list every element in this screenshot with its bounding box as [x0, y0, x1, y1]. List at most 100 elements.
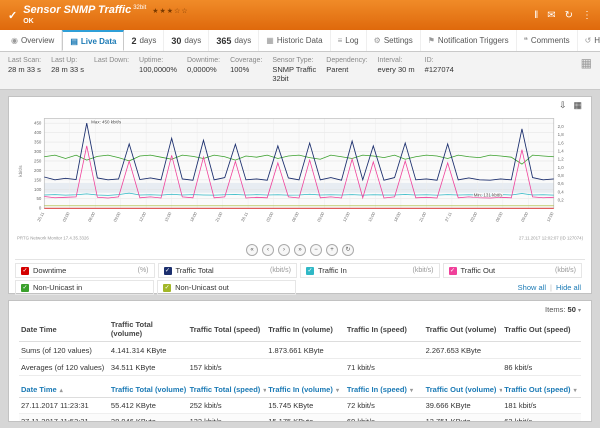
tab-comments[interactable]: ❝ Comments [517, 30, 578, 51]
tab-historic-data[interactable]: ▦ Historic Data [259, 30, 331, 51]
legend-item-non-unicast-in[interactable]: ✓ Non-Unicast in [15, 280, 155, 295]
traffic-chart[interactable]: 0 50 100 150 200 250 300 350 400 450 0,2 0,4 0,6 0,8 1… [15, 111, 585, 243]
tab-30-days[interactable]: 30 days [164, 30, 210, 51]
summary-row-1: Averages (of 120 values) 34.511 KByte 157 … [19, 358, 581, 376]
svg-text:27.11: 27.11 [444, 211, 453, 223]
tab-history[interactable]: ↺History [578, 30, 600, 51]
tab-live-data[interactable]: ▤ Live Data [62, 30, 125, 51]
pager-last-button[interactable]: » [294, 244, 306, 256]
pager-first-button[interactable]: « [246, 244, 258, 256]
detail-col-header-0[interactable]: Date Time ▴ [19, 382, 109, 398]
svg-text:350: 350 [34, 140, 42, 145]
legend-item-downtime[interactable]: ✓ Downtime (%) [15, 263, 155, 278]
legend-item-traffic-total[interactable]: ✓ Traffic Total (kbit/s) [157, 263, 297, 278]
legend-checkbox-traffic-in[interactable]: ✓ [306, 266, 314, 275]
sort-caret-icon: ▴ [59, 388, 63, 394]
items-label: Items: [545, 305, 566, 314]
svg-text:27.11.2017 12:02:07 (ID 127074: 27.11.2017 12:02:07 (ID 127074) [519, 235, 584, 240]
svg-text:03:00: 03:00 [265, 211, 275, 223]
table-cell: 55.412 KByte [108, 397, 188, 414]
svg-text:09:00: 09:00 [316, 211, 326, 223]
tab-label: History [594, 36, 600, 45]
refresh-icon[interactable]: ↻ [564, 9, 573, 21]
summary-header-row: Date Time Traffic Total (volume) Traffic T… [19, 317, 581, 342]
chart-legend: ✓ Downtime (%) ✓ Traffic Total (kbit/s) ✓ Traff… [15, 259, 585, 295]
svg-text:1,2: 1,2 [558, 157, 565, 162]
svg-text:2,0: 2,0 [558, 124, 565, 129]
detail-col-header-1[interactable]: Traffic Total (volume) ▾ [108, 382, 188, 398]
grid-icon[interactable]: ▦ [580, 56, 592, 70]
svg-text:12:00: 12:00 [138, 211, 148, 223]
legend-checkbox-traffic-out[interactable]: ✓ [448, 266, 457, 275]
chart-settings-icon[interactable]: ▦ [573, 100, 582, 110]
header-bar: ✓ Sensor SNMP Traffic 32bit ★★★☆☆ OK ‖ ✉ ↻… [0, 0, 600, 30]
more-icon[interactable]: ⋮ [582, 9, 592, 21]
detail-col-header-4[interactable]: Traffic In (speed) ▾ [344, 382, 424, 398]
tab-bar: ◉ Overview ▤ Live Data 2 days 30 days 365 days ▦ Hi… [0, 30, 600, 52]
tab-2-days[interactable]: 2 days [124, 30, 165, 51]
table-row: 27.11.2017 11:23:31 55.412 KByte 252 kbit/… [19, 397, 581, 414]
summary-col-header: Traffic In (speed) [344, 317, 424, 342]
header-actions: ‖ ✉ ↻ ⋮ [534, 10, 592, 21]
hide-all-link[interactable]: Hide all [555, 283, 581, 292]
tab-settings[interactable]: ⚙ Settings [367, 30, 421, 51]
summary-cell: 2.267.653 KByte [423, 341, 503, 359]
info-value: every 30 m [377, 65, 415, 74]
svg-text:0,2: 0,2 [558, 198, 565, 203]
info-value: 100% [230, 65, 250, 74]
mail-icon[interactable]: ✉ [547, 9, 556, 21]
svg-text:0,6: 0,6 [558, 181, 565, 186]
legend-checkbox-non-unicast-in[interactable]: ✓ [21, 283, 29, 292]
info-item-8: Interval: every 30 m [378, 57, 425, 89]
legend-item-traffic-out[interactable]: ✓ Traffic Out (kbit/s) [442, 263, 582, 278]
info-label: Coverage: [230, 57, 263, 64]
summary-col-header: Traffic Total (speed) [187, 317, 267, 342]
link-separator: | [550, 283, 552, 292]
download-chart-icon[interactable]: ⇩ [558, 100, 567, 110]
tab-notification-triggers[interactable]: ⚑ Notification Triggers [421, 30, 517, 51]
detail-col-header-6[interactable]: Traffic Out (speed) ▾ [502, 382, 581, 398]
legend-checkbox-downtime[interactable]: ✓ [21, 266, 29, 275]
detail-col-header-3[interactable]: Traffic In (volume) ▾ [266, 382, 345, 398]
svg-text:25.11: 25.11 [36, 211, 45, 223]
info-label: Uptime: [139, 57, 164, 64]
pager-zoom-out-button[interactable]: − [310, 244, 322, 256]
priority-stars[interactable]: ★★★☆☆ [152, 8, 189, 15]
legend-item-traffic-in[interactable]: ✓ Traffic In (kbit/s) [300, 263, 440, 278]
detail-header-row: Date Time ▴Traffic Total (volume) ▾Traff… [19, 382, 581, 398]
chart-panel: ⇩ ▦ 0 50 100 150 200 250 300 350 400 450 0,2 0,4 0,6 0… [8, 96, 592, 295]
pager-prev-button[interactable]: ‹ [262, 244, 274, 256]
detail-col-header-2[interactable]: Traffic Total (speed) ▾ [187, 382, 267, 398]
chart-pager: « ‹ › » − + ↻ [15, 244, 585, 256]
table-cell: 28.946 KByte [108, 413, 188, 421]
legend-checkbox-traffic-total[interactable]: ✓ [163, 266, 172, 275]
svg-text:03:00: 03:00 [61, 211, 71, 223]
legend-checkbox-non-unicast-out[interactable]: ✓ [163, 283, 172, 292]
pager-refresh-button[interactable]: ↻ [342, 244, 354, 256]
detail-col-header-5[interactable]: Traffic Out (volume) ▾ [423, 382, 503, 398]
info-label: Last Up: [51, 57, 78, 64]
show-all-link[interactable]: Show all [517, 283, 547, 292]
tab-365-days[interactable]: 365 days [209, 30, 260, 51]
summary-cell: 1.873.661 KByte [266, 341, 345, 359]
items-count[interactable]: Items: 50 ▾ [19, 305, 581, 314]
pager-next-button[interactable]: › [278, 244, 290, 256]
table-cell: 132 kbit/s [187, 413, 267, 421]
info-label: Last Scan: [8, 57, 42, 64]
legend-label: Traffic In [318, 266, 347, 275]
legend-item-non-unicast-out[interactable]: ✓ Non-Unicast out [157, 280, 297, 295]
svg-text:kbit/s: kbit/s [18, 165, 24, 177]
pause-icon[interactable]: ‖ [534, 9, 539, 21]
summary-cell [266, 358, 345, 376]
info-value: 100,0000% [139, 65, 177, 74]
2-days-number: 2 [131, 35, 137, 46]
info-value: SNMP Traffic 32bit [272, 65, 317, 83]
pager-zoom-in-button[interactable]: + [326, 244, 338, 256]
info-item-3: Uptime: 100,0000% [139, 57, 187, 89]
tab-log[interactable]: ≡ Log [331, 30, 367, 51]
svg-text:15:00: 15:00 [367, 211, 377, 223]
svg-text:03:00: 03:00 [469, 211, 479, 223]
info-label: Interval: [377, 57, 403, 64]
svg-text:18:00: 18:00 [393, 211, 403, 223]
tab-overview[interactable]: ◉ Overview [4, 30, 63, 51]
